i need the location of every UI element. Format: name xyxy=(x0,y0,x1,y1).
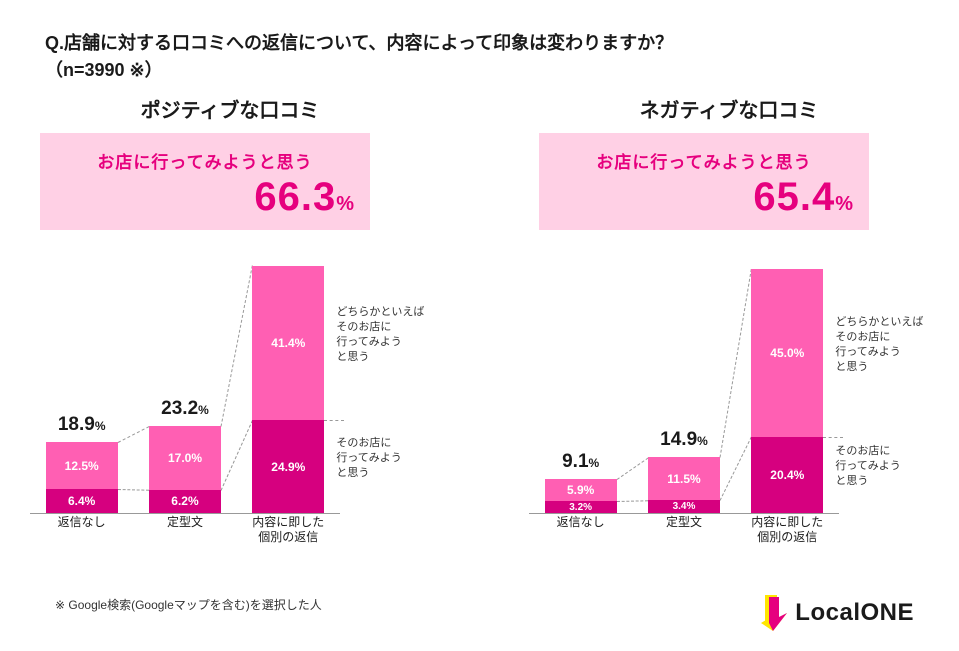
bar-segment-dark: 6.2% xyxy=(149,490,221,513)
brand-icon xyxy=(759,593,789,633)
x-labels: 返信なし定型文内容に即した個別の返信 xyxy=(529,515,839,546)
bar-segment-light-label: 11.5% xyxy=(667,472,700,486)
bar-total-label: 18.9% xyxy=(58,414,106,436)
x-label: 定型文 xyxy=(641,515,726,546)
bar-stack: 11.5% 3.4% xyxy=(648,457,720,513)
bar-segment-light: 12.5% xyxy=(46,442,118,489)
panel-title: ネガティブな口コミ xyxy=(499,94,959,123)
bar-segment-dark: 3.2% xyxy=(545,501,617,513)
bar-segment-light-label: 41.4% xyxy=(271,336,305,350)
bar-segment-light: 5.9% xyxy=(545,479,617,501)
chart-header: Q.店舗に対する口コミへの返信について、内容によって印象は変わりますか？ （n=… xyxy=(0,0,959,84)
bar-stack: 5.9% 3.2% xyxy=(545,479,617,513)
bar-segment-dark: 3.4% xyxy=(648,500,720,513)
bar-total-label: 23.2% xyxy=(161,398,209,420)
callout-value: 66.3% xyxy=(55,175,355,220)
callout-label: お店に行ってみようと思う xyxy=(55,148,355,173)
callout-box: お店に行ってみようと思う66.3% xyxy=(40,133,370,230)
bar-segment-light: 17.0% xyxy=(149,426,221,489)
bar-segment-light-label: 5.9% xyxy=(567,483,594,497)
bar-stack: 41.4% 24.9% xyxy=(252,266,324,514)
bar-group-1: 23.2%17.0%6.2% xyxy=(142,426,227,513)
callout-label: お店に行ってみようと思う xyxy=(554,148,854,173)
bar-segment-dark-label: 6.2% xyxy=(171,494,198,508)
bar-group-0: 9.1%5.9%3.2% xyxy=(538,479,623,513)
x-label: 返信なし xyxy=(538,515,623,546)
legend-label-light: どちらかといえばそのお店に行ってみようと思う xyxy=(835,315,945,374)
bar-group-2: 45.0% 20.4% xyxy=(745,269,830,513)
bars-container: 18.9% 12.5% 6.4% 23.2% 17.0% 6.2% 41.4% 24.9% xyxy=(30,233,340,513)
bar-segment-dark: 6.4% xyxy=(46,489,118,513)
bar-segment-light-label: 12.5% xyxy=(65,459,99,473)
bar-segment-dark-label: 3.4% xyxy=(673,501,696,512)
bar-stack: 12.5% 6.4% xyxy=(46,442,118,513)
panel-title: ポジティブな口コミ xyxy=(0,94,460,123)
bar-group-0: 18.9%12.5%6.4% xyxy=(39,442,124,513)
legend-label-light: どちらかといえばそのお店に行ってみようと思う xyxy=(336,305,446,364)
bar-segment-dark-label: 20.4% xyxy=(770,468,804,482)
bar-total-label: 14.9% xyxy=(660,429,708,451)
x-label: 内容に即した個別の返信 xyxy=(246,515,331,546)
bar-stack: 17.0% 6.2% xyxy=(149,426,221,513)
chart-panel-1: ネガティブな口コミお店に行ってみようと思う65.4% 9.1% 5.9% 3.2% 14… xyxy=(499,94,959,554)
bar-segment-light-label: 17.0% xyxy=(168,451,202,465)
callout-box: お店に行ってみようと思う65.4% xyxy=(539,133,869,230)
bar-total-label: 9.1% xyxy=(562,451,599,473)
bar-segment-light: 11.5% xyxy=(648,457,720,500)
chart-area: 18.9% 12.5% 6.4% 23.2% 17.0% 6.2% 41.4% 24.9% 返信… xyxy=(0,234,460,554)
bars-container: 9.1% 5.9% 3.2% 14.9% 11.5% 3.4% 45.0% 20.4% xyxy=(529,233,839,513)
bar-segment-light: 45.0% xyxy=(751,269,823,437)
legend-label-dark: そのお店に行ってみようと思う xyxy=(835,444,945,489)
bar-segment-dark: 20.4% xyxy=(751,437,823,513)
bar-segment-light-label: 45.0% xyxy=(770,346,804,360)
x-label: 返信なし xyxy=(39,515,124,546)
bar-group-2: 41.4% 24.9% xyxy=(246,266,331,514)
chart-area: 9.1% 5.9% 3.2% 14.9% 11.5% 3.4% 45.0% 20.4% 返信なし… xyxy=(499,234,959,554)
bar-segment-dark-label: 6.4% xyxy=(68,494,95,508)
bar-segment-dark-label: 24.9% xyxy=(271,460,305,474)
question-line1: Q.店舗に対する口コミへの返信について、内容によって印象は変わりますか？ xyxy=(45,30,914,57)
bar-group-1: 14.9%11.5%3.4% xyxy=(641,457,726,513)
x-label: 内容に即した個別の返信 xyxy=(745,515,830,546)
footnote: ※ Google検索(Googleマップを含む)を選択した人 xyxy=(55,596,322,613)
callout-value: 65.4% xyxy=(554,175,854,220)
charts-row: ポジティブな口コミお店に行ってみようと思う66.3%18.9%12.5%6.4%… xyxy=(0,84,959,554)
bar-segment-dark: 24.9% xyxy=(252,420,324,513)
bar-segment-light: 41.4% xyxy=(252,266,324,421)
legend-label-dark: そのお店に行ってみようと思う xyxy=(336,436,446,481)
question-line2: （n=3990 ※） xyxy=(45,57,914,84)
x-label: 定型文 xyxy=(142,515,227,546)
bar-stack: 45.0% 20.4% xyxy=(751,269,823,513)
brand-logo: LocalONE xyxy=(759,593,914,633)
x-labels: 返信なし定型文内容に即した個別の返信 xyxy=(30,515,340,546)
chart-panel-0: ポジティブな口コミお店に行ってみようと思う66.3% 18.9% 12.5% 6.4%… xyxy=(0,94,460,554)
bar-segment-dark-label: 3.2% xyxy=(569,502,592,513)
brand-name: LocalONE xyxy=(795,599,914,627)
